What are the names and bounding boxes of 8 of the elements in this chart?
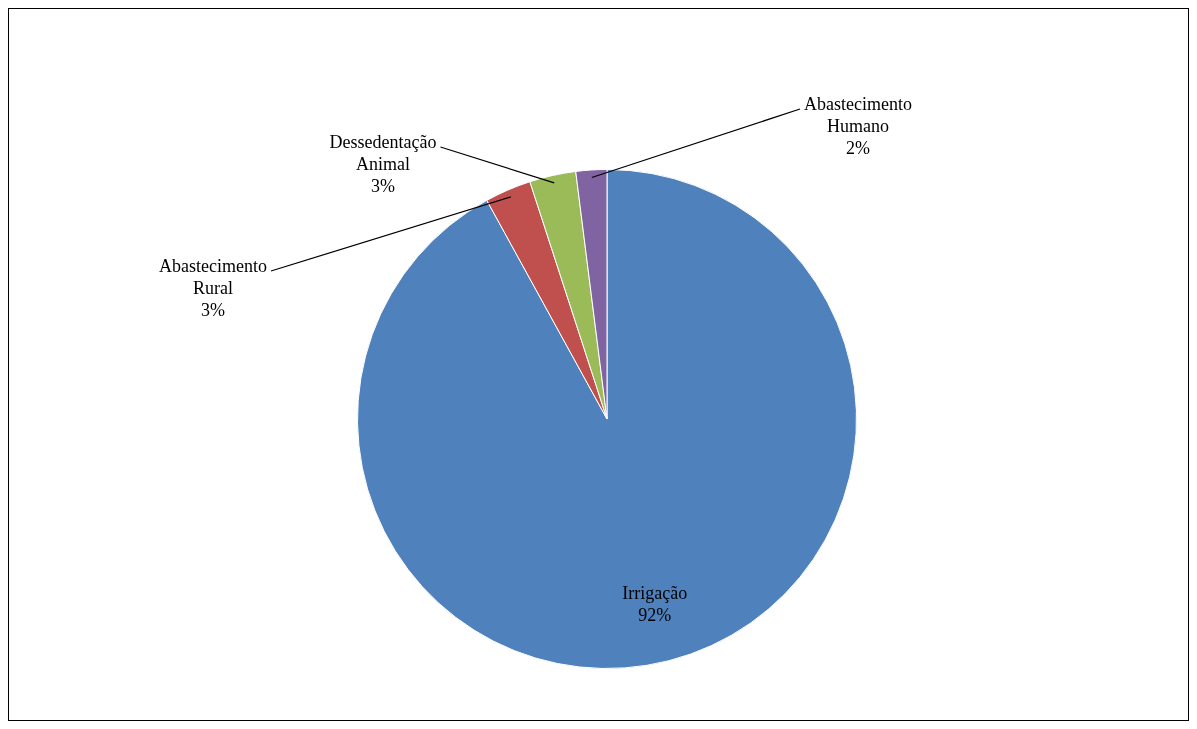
slice-label: Abastecimento Humano [804, 93, 912, 136]
data-label: 92% [638, 604, 672, 625]
slice-label: Irrigação [622, 582, 688, 603]
slice-label: Abastecimento Rural [159, 255, 267, 298]
slice-label: Dessedentação Animal [329, 131, 437, 174]
data-label: 3% [371, 175, 395, 196]
data-label: 2% [846, 137, 870, 158]
data-label: 3% [201, 299, 225, 320]
